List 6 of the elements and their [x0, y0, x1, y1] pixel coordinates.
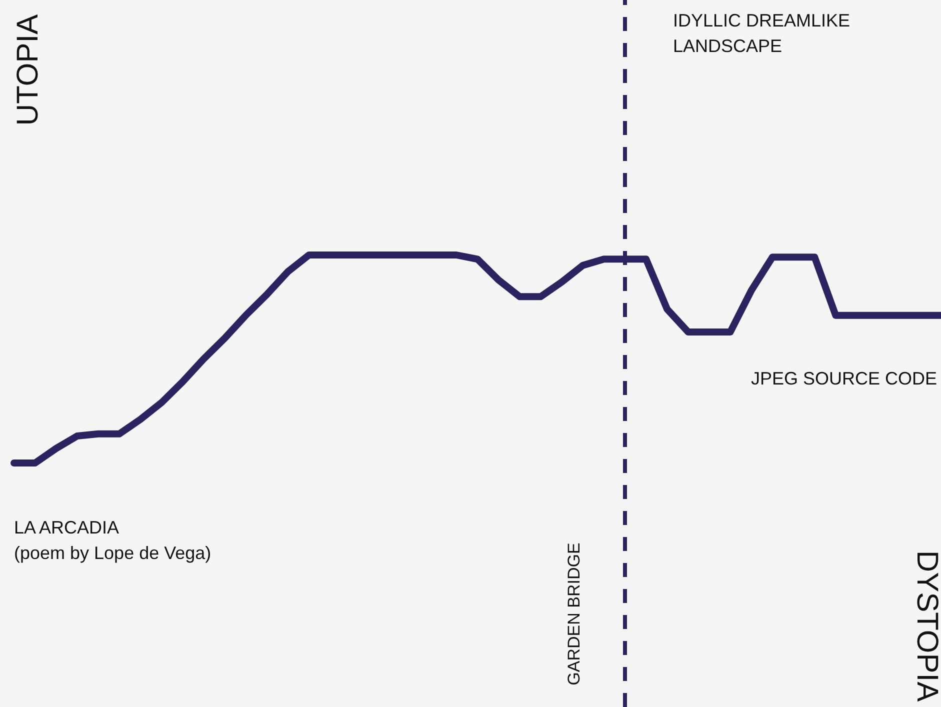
text: IDYLLIC DREAMLIKE LANDSCAPE: [673, 10, 850, 56]
text: DYSTOPIA: [910, 550, 941, 702]
text: UTOPIA: [12, 14, 44, 126]
text: LA ARCADIA (poem by Lope de Vega): [14, 518, 212, 563]
text: GARDEN BRIDGE: [564, 542, 584, 686]
annotation: JPEG SOURCE CODE: [750, 368, 937, 389]
